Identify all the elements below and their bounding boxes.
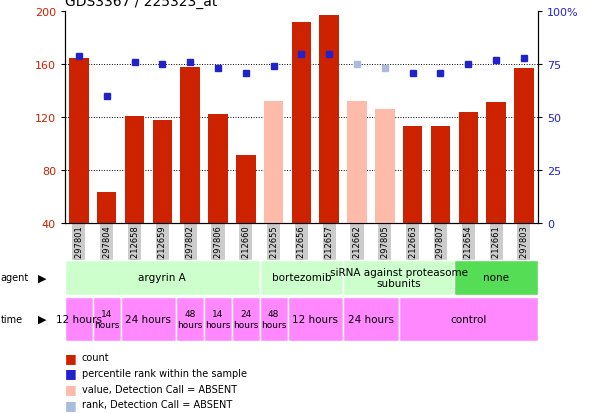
Bar [292,23,311,223]
Text: siRNA against proteasome
subunits: siRNA against proteasome subunits [330,267,467,289]
Bar [204,297,232,341]
Bar [343,260,454,295]
Text: 48
hours: 48 hours [261,309,286,329]
Text: ■: ■ [65,382,77,395]
Text: 12 hours: 12 hours [293,314,338,324]
Bar [454,260,538,295]
Bar [403,127,423,223]
Text: count: count [82,352,109,362]
Bar [180,68,200,223]
Bar [431,127,450,223]
Bar [69,59,89,223]
Text: ■: ■ [65,366,77,380]
Bar [375,110,395,223]
Bar [348,102,367,223]
Text: ▶: ▶ [38,273,47,283]
Text: ▶: ▶ [38,314,47,324]
Bar [459,112,478,223]
Bar [236,156,255,223]
Bar [264,102,283,223]
Bar [65,260,259,295]
Text: ■: ■ [65,398,77,411]
Bar [399,297,538,341]
Bar [125,116,144,223]
Text: time: time [1,314,22,324]
Text: 24 hours: 24 hours [125,314,171,324]
Bar [152,120,172,223]
Bar [514,69,534,223]
Text: bortezomib: bortezomib [272,273,331,283]
Text: 24 hours: 24 hours [348,314,394,324]
Text: rank, Detection Call = ABSENT: rank, Detection Call = ABSENT [82,399,232,409]
Text: value, Detection Call = ABSENT: value, Detection Call = ABSENT [82,384,236,394]
Text: ■: ■ [65,351,77,364]
Bar [259,297,287,341]
Bar [287,297,343,341]
Text: 48
hours: 48 hours [177,309,203,329]
Text: 24
hours: 24 hours [233,309,258,329]
Bar [343,297,399,341]
Bar [121,297,176,341]
Text: 12 hours: 12 hours [56,314,102,324]
Text: control: control [450,314,486,324]
Bar [208,115,228,223]
Text: 14
hours: 14 hours [205,309,230,329]
Text: argyrin A: argyrin A [138,273,186,283]
Text: agent: agent [1,273,29,283]
Bar [97,193,116,223]
Text: GDS3367 / 225323_at: GDS3367 / 225323_at [65,0,217,9]
Text: percentile rank within the sample: percentile rank within the sample [82,368,246,378]
Bar [93,297,121,341]
Text: none: none [483,273,509,283]
Bar [320,17,339,223]
Bar [65,297,93,341]
Bar [486,103,506,223]
Bar [176,297,204,341]
Text: 14
hours: 14 hours [94,309,119,329]
Bar [259,260,343,295]
Bar [232,297,259,341]
